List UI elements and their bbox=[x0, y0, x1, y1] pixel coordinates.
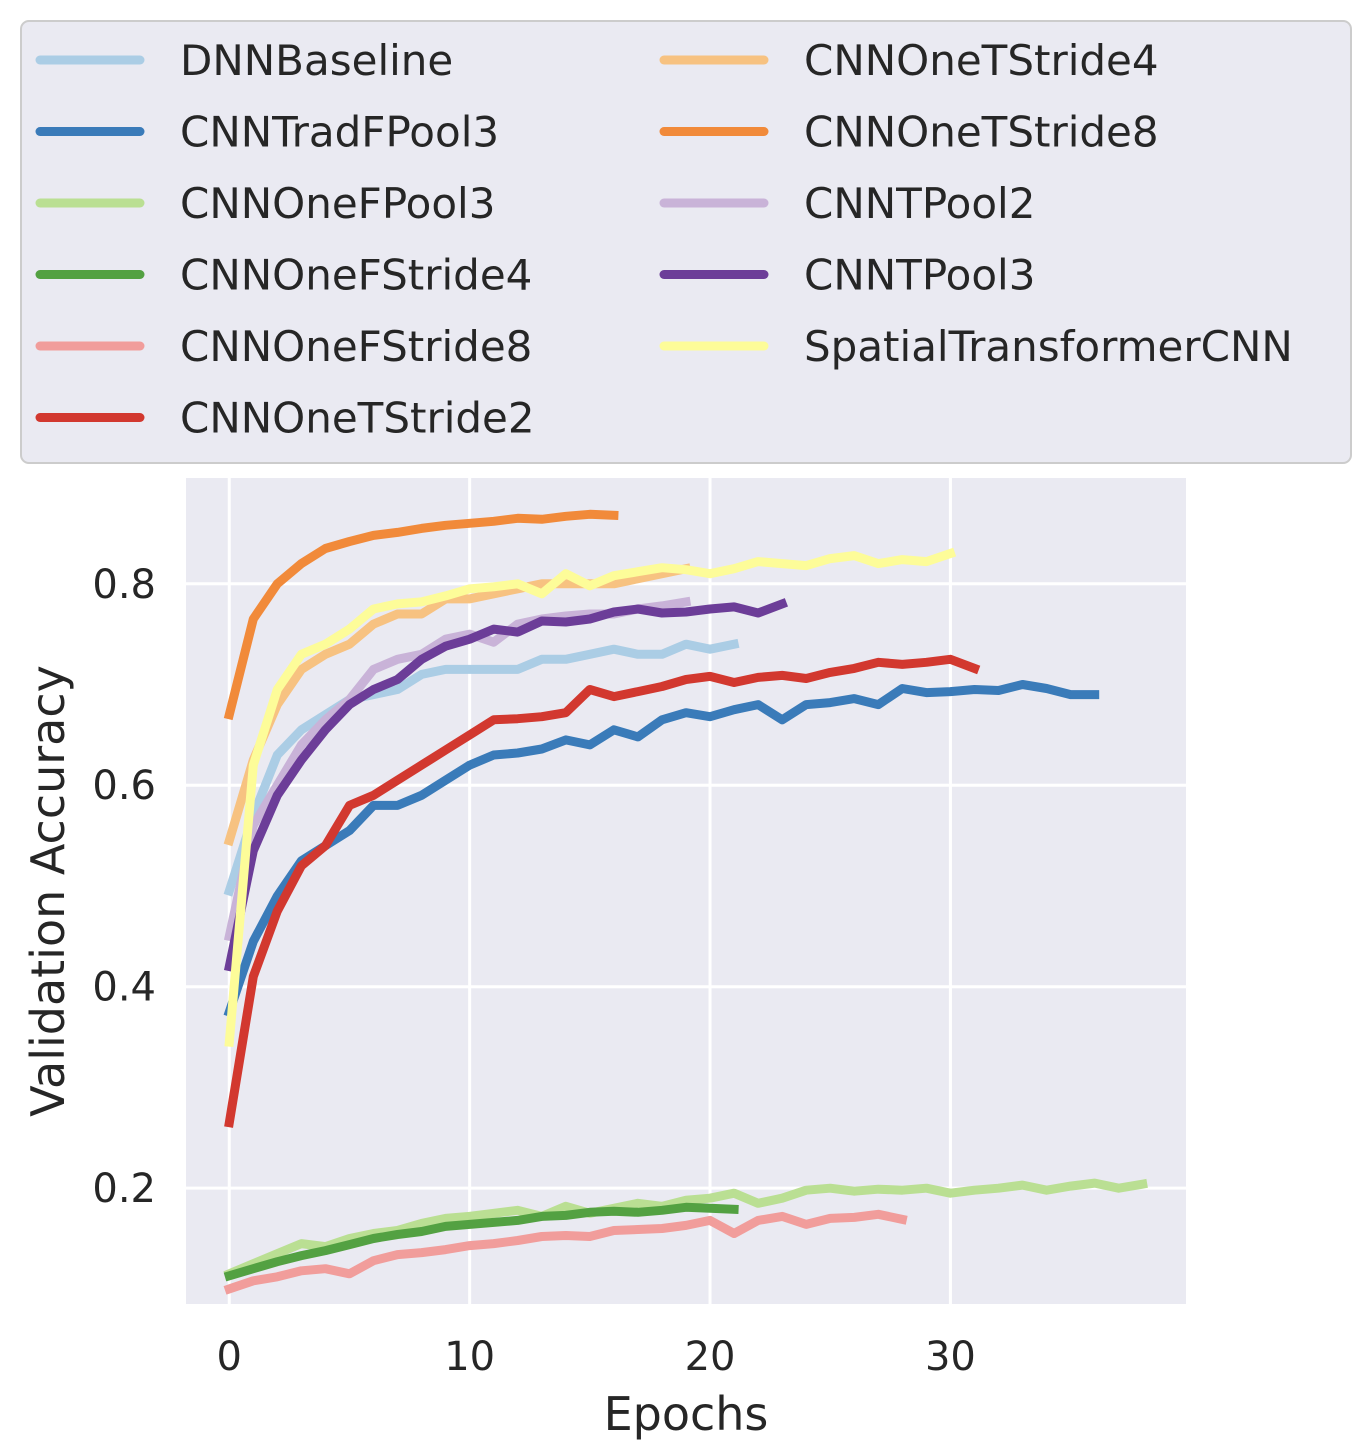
data-lines bbox=[223, 509, 1148, 1295]
y-axis-label: Validation Accuracy bbox=[21, 665, 75, 1117]
legend-entry-label: CNNOneTStride2 bbox=[180, 394, 535, 443]
legend: DNNBaseline CNNTradFPool3 CNNOneFPool3 CNNO… bbox=[20, 20, 1352, 464]
legend-entry-label: CNNTPool3 bbox=[804, 251, 1035, 300]
legend-entry-label: CNNOneFPool3 bbox=[180, 179, 495, 228]
series-line-cnnonetstride2 bbox=[224, 654, 981, 1128]
series-line-cnnonefpool3 bbox=[223, 1178, 1148, 1280]
legend-frame bbox=[20, 20, 1352, 464]
legend-entry-label: CNNOneTStride8 bbox=[804, 108, 1159, 157]
tick-labels: 0 10 20 30 0.2 0.4 0.6 0.8 bbox=[92, 562, 976, 1380]
y-tick-label: 0.8 bbox=[92, 562, 156, 608]
x-tick-label: 0 bbox=[217, 1334, 242, 1380]
legend-entry-label: CNNTradFPool3 bbox=[180, 108, 499, 157]
series-line-cnntradfpool3 bbox=[223, 680, 1100, 1018]
legend-entry-label: CNNOneFStride8 bbox=[180, 322, 532, 371]
x-tick-label: 10 bbox=[444, 1334, 495, 1380]
x-axis-label: Epochs bbox=[604, 1387, 769, 1441]
x-tick-label: 30 bbox=[925, 1334, 976, 1380]
x-tick-label: 20 bbox=[685, 1334, 736, 1380]
series-line-cnnonetstride4 bbox=[223, 563, 692, 847]
legend-entry-label: DNNBaseline bbox=[180, 36, 453, 85]
series-line-cnnonetstride8 bbox=[223, 509, 619, 721]
y-tick-label: 0.4 bbox=[92, 965, 156, 1011]
legend-entry-label: SpatialTransformerCNN bbox=[804, 322, 1293, 371]
legend-entry-label: CNNOneTStride4 bbox=[804, 36, 1159, 85]
series-line-spatialtransformercnn bbox=[224, 547, 957, 1047]
series-line-cnnonefstride8 bbox=[223, 1209, 908, 1295]
series-line-cnntpool3 bbox=[223, 598, 788, 972]
y-tick-label: 0.6 bbox=[92, 763, 156, 809]
legend-entry-label: CNNOneFStride4 bbox=[180, 251, 532, 300]
grid-lines bbox=[186, 478, 1186, 1304]
series-line-dnnbaseline bbox=[223, 638, 740, 897]
y-tick-label: 0.2 bbox=[92, 1166, 156, 1212]
series-line-cnnonefstride4 bbox=[223, 1202, 739, 1282]
legend-entry-label: CNNTPool2 bbox=[804, 179, 1035, 228]
